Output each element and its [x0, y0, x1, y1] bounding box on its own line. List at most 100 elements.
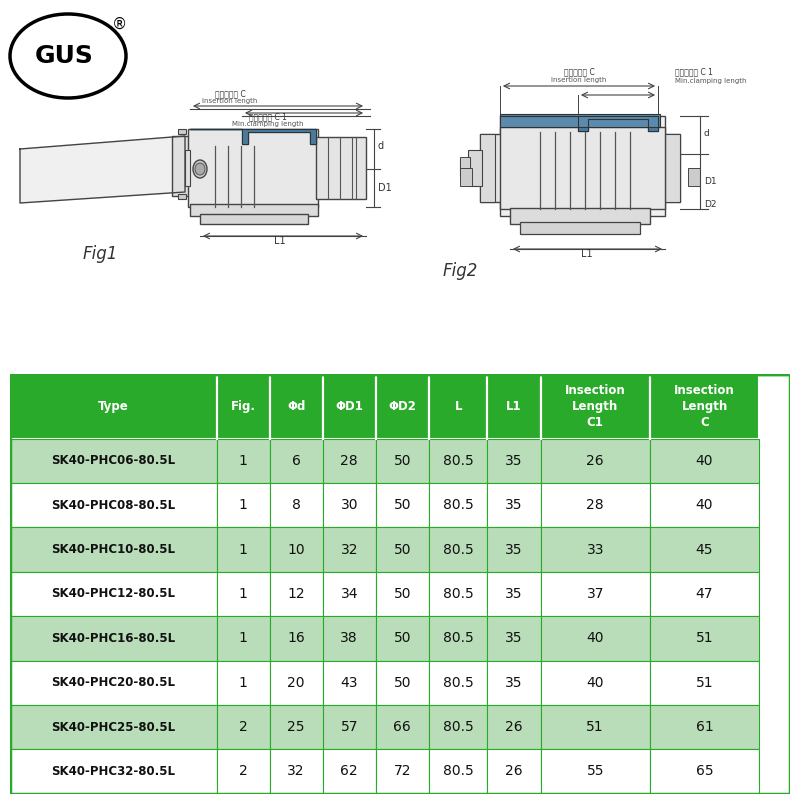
Text: 1: 1 — [238, 587, 247, 601]
Bar — [322, 661, 376, 705]
Text: 32: 32 — [287, 765, 305, 778]
Text: 50: 50 — [394, 454, 411, 468]
Text: 1: 1 — [238, 631, 247, 646]
Bar — [322, 572, 376, 616]
Bar — [188, 129, 318, 207]
Text: 50: 50 — [394, 587, 411, 601]
Bar — [172, 136, 190, 196]
Text: 51: 51 — [696, 631, 714, 646]
Bar — [322, 483, 376, 527]
Text: GUS: GUS — [34, 44, 94, 68]
Text: 66: 66 — [394, 720, 411, 734]
Text: SK40-PHC06-80.5L: SK40-PHC06-80.5L — [51, 454, 175, 467]
Bar — [487, 616, 541, 661]
Text: ΦD2: ΦD2 — [389, 400, 416, 413]
Text: Insertion length: Insertion length — [551, 77, 606, 83]
Bar — [468, 150, 482, 186]
Bar — [376, 374, 429, 438]
Text: 35: 35 — [506, 454, 522, 468]
Text: 28: 28 — [586, 498, 604, 512]
Text: SK40-PHC25-80.5L: SK40-PHC25-80.5L — [51, 721, 175, 734]
Text: SK40-PHC20-80.5L: SK40-PHC20-80.5L — [51, 676, 175, 689]
Bar — [10, 661, 217, 705]
Bar — [665, 134, 680, 202]
Bar — [650, 374, 759, 438]
Bar — [178, 194, 186, 199]
Bar — [270, 483, 322, 527]
Text: SK40-PHC12-80.5L: SK40-PHC12-80.5L — [51, 587, 175, 601]
Bar — [10, 572, 217, 616]
Bar — [650, 705, 759, 750]
Ellipse shape — [195, 163, 205, 175]
Text: 72: 72 — [394, 765, 411, 778]
Text: ΦD1: ΦD1 — [335, 400, 363, 413]
Bar — [429, 616, 487, 661]
Text: 12: 12 — [287, 587, 305, 601]
Text: 50: 50 — [394, 631, 411, 646]
Ellipse shape — [193, 160, 207, 178]
Bar — [376, 705, 429, 750]
Text: 61: 61 — [696, 720, 714, 734]
Text: 1: 1 — [238, 498, 247, 512]
Bar — [10, 438, 217, 483]
Text: 28: 28 — [341, 454, 358, 468]
Text: Fig1: Fig1 — [82, 245, 118, 263]
Text: Fig.: Fig. — [230, 400, 255, 413]
Bar — [10, 750, 217, 794]
Text: d: d — [378, 141, 384, 151]
Bar — [376, 572, 429, 616]
Text: L1: L1 — [581, 249, 593, 259]
Bar — [541, 616, 650, 661]
Bar — [270, 374, 322, 438]
Bar — [270, 438, 322, 483]
Bar — [217, 572, 270, 616]
Bar — [322, 527, 376, 572]
Bar — [217, 616, 270, 661]
Text: 40: 40 — [696, 454, 714, 468]
Text: 80.5: 80.5 — [442, 676, 474, 690]
Polygon shape — [190, 129, 316, 144]
Text: 1: 1 — [238, 676, 247, 690]
Text: Insection
Length
C: Insection Length C — [674, 384, 735, 429]
Text: 57: 57 — [341, 720, 358, 734]
Text: 最大插入长 C: 最大插入长 C — [214, 89, 246, 98]
Bar — [487, 438, 541, 483]
Ellipse shape — [10, 14, 126, 98]
Bar — [217, 527, 270, 572]
Polygon shape — [20, 136, 185, 203]
Bar — [322, 374, 376, 438]
Text: D1: D1 — [378, 183, 392, 193]
Text: SK40-PHC10-80.5L: SK40-PHC10-80.5L — [51, 543, 175, 556]
Text: 25: 25 — [287, 720, 305, 734]
Bar — [270, 616, 322, 661]
Text: 26: 26 — [505, 765, 523, 778]
Text: Min.clamping length: Min.clamping length — [675, 78, 746, 84]
Bar — [322, 750, 376, 794]
Bar — [487, 483, 541, 527]
Text: Fig2: Fig2 — [442, 262, 478, 280]
Text: L1: L1 — [274, 236, 286, 246]
Text: 8: 8 — [292, 498, 301, 512]
Bar — [487, 661, 541, 705]
Bar — [429, 705, 487, 750]
Text: 2: 2 — [238, 765, 247, 778]
Text: 16: 16 — [287, 631, 305, 646]
Text: 30: 30 — [341, 498, 358, 512]
Text: L1: L1 — [506, 400, 522, 413]
Bar — [217, 661, 270, 705]
Text: 40: 40 — [586, 676, 604, 690]
Bar — [322, 705, 376, 750]
Text: 35: 35 — [506, 498, 522, 512]
Text: 80.5: 80.5 — [442, 542, 474, 557]
Text: 80.5: 80.5 — [442, 454, 474, 468]
Text: L: L — [454, 400, 462, 413]
Bar — [460, 168, 472, 186]
Bar — [480, 134, 680, 202]
Bar — [510, 208, 650, 224]
Bar — [487, 572, 541, 616]
Text: Insertion length: Insertion length — [202, 98, 258, 104]
Bar — [500, 127, 665, 209]
Bar — [460, 159, 470, 176]
Bar — [541, 527, 650, 572]
Text: 43: 43 — [341, 676, 358, 690]
